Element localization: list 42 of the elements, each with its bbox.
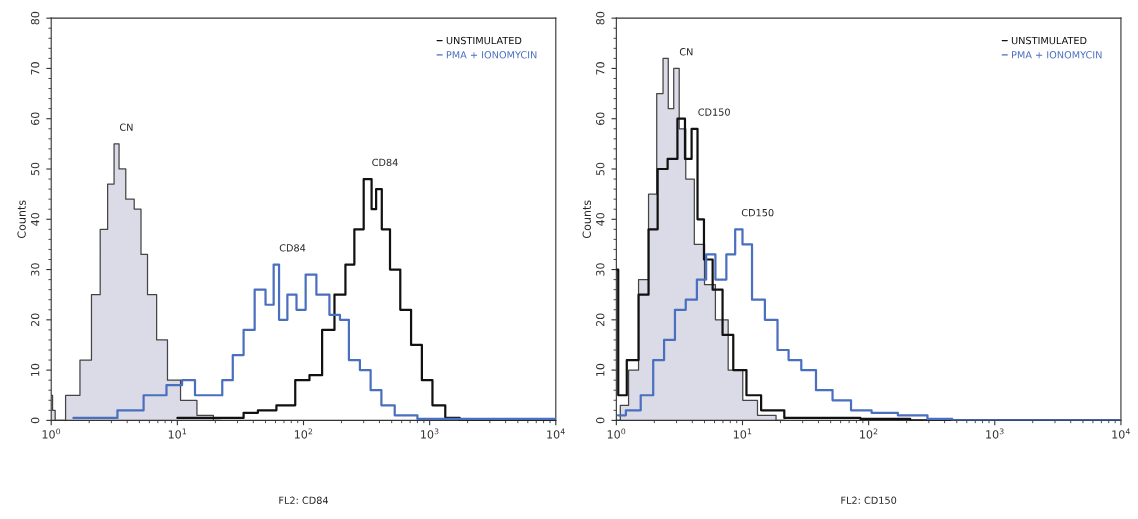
x-tick-label: 10$^{2}$ [294, 428, 313, 439]
y-tick-label: 30 [596, 263, 605, 276]
y-tick-label: 0 [30, 417, 40, 424]
y-axis-title: Counts [17, 200, 26, 239]
x-tick-label: 10$^{1}$ [168, 428, 187, 439]
annotation: CD150 [698, 108, 730, 116]
annotation: CD84 [372, 158, 398, 167]
annotation: CN [679, 48, 693, 56]
y-tick-label: 30 [30, 263, 40, 276]
y-tick-label: 60 [596, 112, 605, 126]
y-tick-label: 80 [30, 11, 40, 25]
legend-label: UNSTIMULATED [1011, 36, 1087, 45]
y-tick-label: 20 [596, 313, 605, 327]
x-tick-label: 10$^{4}$ [1112, 428, 1130, 439]
annotation: CD150 [741, 208, 774, 217]
legend-label: UNSTIMULATED [446, 36, 522, 45]
x-tick-label: 10$^{4}$ [547, 428, 565, 439]
x-axis-title: FL2: CD84 [279, 496, 329, 504]
y-tick-label: 70 [596, 62, 605, 75]
legend-label: PMA + IONOMYCIN [1012, 51, 1102, 59]
x-tick-label: 10$^{1}$ [733, 428, 752, 439]
y-tick-label: 40 [596, 212, 605, 226]
x-tick-label: 10$^{0}$ [42, 428, 61, 439]
y-tick-label: 20 [30, 313, 40, 327]
x-tick-label: 10$^{0}$ [607, 428, 626, 439]
y-axis-title: Counts [582, 200, 591, 239]
y-tick-label: 50 [30, 162, 40, 176]
annotation: CD84 [279, 244, 306, 252]
y-tick-label: 50 [596, 162, 605, 176]
x-tick-label: 10$^{3}$ [986, 428, 1004, 439]
y-tick-label: 10 [596, 363, 605, 376]
y-tick-label: 0 [596, 417, 605, 424]
y-tick-label: 40 [30, 212, 40, 226]
x-tick-label: 10$^{3}$ [421, 428, 439, 439]
y-tick-label: 10 [30, 363, 40, 376]
x-tick-label: 10$^{2}$ [860, 428, 878, 439]
y-tick-label: 60 [30, 112, 40, 126]
legend-label: PMA + IONOMYCIN [446, 51, 537, 59]
y-tick-label: 70 [30, 62, 40, 75]
x-axis-title: FL2: CD150 [841, 496, 897, 504]
y-tick-label: 80 [596, 11, 605, 25]
annotation: CN [119, 123, 133, 131]
